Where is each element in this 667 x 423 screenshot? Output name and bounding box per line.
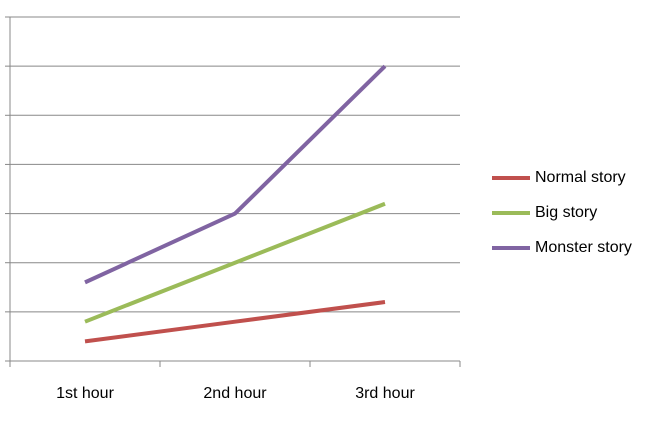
legend-label: Big story: [535, 204, 597, 221]
x-tick-label: 3rd hour: [355, 385, 415, 402]
x-tick-label: 2nd hour: [203, 385, 267, 402]
series-line: [84, 201, 386, 324]
series-line: [84, 64, 387, 285]
legend-label: Monster story: [535, 239, 632, 256]
x-tick-label: 1st hour: [56, 385, 114, 402]
legend-label: Normal story: [535, 169, 626, 186]
series-line: [84, 300, 386, 344]
